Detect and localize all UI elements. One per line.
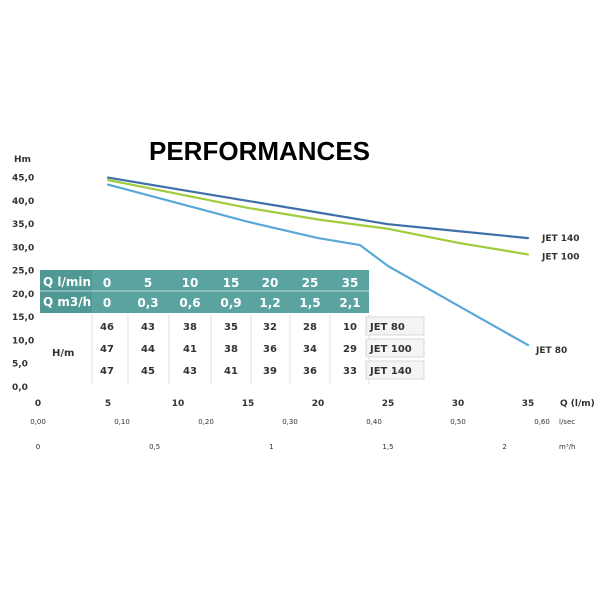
table-row-name-box <box>365 360 425 380</box>
x-tick-label: 20 <box>312 399 325 409</box>
lsec-tick-label: 0,00 <box>30 418 46 426</box>
table-q-m3h-cell: 0 <box>103 296 111 310</box>
y-tick-label: 15,0 <box>12 313 34 323</box>
table-q-lmin-cell: 20 <box>262 276 279 290</box>
y-tick-label: 0,0 <box>12 383 28 393</box>
lsec-tick-label: 0,30 <box>282 418 298 426</box>
x-tick-label: 25 <box>382 399 395 409</box>
table-header-label: Q m3/h <box>43 295 91 309</box>
table-cell: 33 <box>343 366 357 377</box>
x-tick-label: 10 <box>172 399 185 409</box>
m3h-unit-label: m³/h <box>559 443 575 451</box>
table-cell: 28 <box>303 322 317 333</box>
table-row-name: JET 100 <box>369 344 412 355</box>
series-line-jet-80 <box>106 183 530 347</box>
x-tick-label: 5 <box>105 399 111 409</box>
table-cell: 45 <box>141 366 155 377</box>
y-tick-label: 35,0 <box>12 220 34 230</box>
table-q-lmin-cell: 15 <box>223 276 240 290</box>
series-line-jet-140 <box>106 176 530 240</box>
y-tick-label: 20,0 <box>12 290 34 300</box>
lsec-unit-label: l/sec <box>559 418 575 426</box>
x-tick-label: 0 <box>35 399 41 409</box>
table-q-lmin-cell: 35 <box>342 276 359 290</box>
series-label: JET 100 <box>541 252 580 262</box>
table-cell: 38 <box>224 344 238 355</box>
table-cell: 29 <box>343 344 357 355</box>
table-row-name-box <box>365 316 425 336</box>
table-cell: 41 <box>183 344 197 355</box>
series-label: JET 80 <box>535 346 567 356</box>
table-q-m3h-cell: 2,1 <box>339 296 360 310</box>
x-tick-label: 30 <box>452 399 465 409</box>
y-tick-label: 30,0 <box>12 243 34 253</box>
table-q-lmin-cell: 0 <box>103 276 111 290</box>
table-q-m3h-cell: 1,2 <box>259 296 280 310</box>
table-q-m3h-cell: 1,5 <box>299 296 320 310</box>
table-cell: 44 <box>141 344 155 355</box>
table-cell: 34 <box>303 344 317 355</box>
table-cell: 36 <box>263 344 277 355</box>
table-q-m3h-cell: 0,6 <box>179 296 200 310</box>
m3h-tick-label: 1,5 <box>382 443 393 451</box>
m3h-tick-label: 2 <box>502 443 506 451</box>
m3h-tick-label: 1 <box>269 443 273 451</box>
series-lines <box>106 176 530 347</box>
table-cell: 10 <box>343 322 357 333</box>
y-tick-label: 40,0 <box>12 197 34 207</box>
y-axis-label: Hm <box>14 155 31 165</box>
chart-title: PERFORMANCES <box>149 136 370 166</box>
y-ticks: 0,0 5,0 10,0 15,0 20,0 25,0 30,0 35,0 40,0 45,0 <box>12 174 34 393</box>
series-line-jet-100 <box>106 178 530 256</box>
x-axis-label: Q (l/m) <box>560 399 595 409</box>
data-table: Q l/min Q m3/h 0 5 10 15 20 25 35 0 0,3 0,6 0,9 1,2 1,… <box>40 270 425 384</box>
table-row-axis-label: H/m <box>52 348 74 359</box>
table-cell: 35 <box>224 322 238 333</box>
lsec-tick-label: 0,60 <box>534 418 550 426</box>
table-cell: 41 <box>224 366 238 377</box>
table-cell: 36 <box>303 366 317 377</box>
table-q-lmin-cell: 25 <box>302 276 319 290</box>
table-q-lmin-cell: 10 <box>182 276 199 290</box>
lsec-tick-label: 0,40 <box>366 418 382 426</box>
series-labels: JET 140 JET 100 JET 80 <box>535 234 580 356</box>
table-cell: 46 <box>100 322 114 333</box>
table-row-name: JET 140 <box>369 366 412 377</box>
table-q-m3h-cell: 0,3 <box>137 296 158 310</box>
table-q-m3h-cell: 0,9 <box>220 296 241 310</box>
table-cell: 39 <box>263 366 277 377</box>
y-tick-label: 45,0 <box>12 174 34 184</box>
table-cell: 47 <box>100 366 114 377</box>
m3h-ticks: 0 0,5 1 1,5 2 <box>36 443 507 451</box>
m3h-tick-label: 0,5 <box>149 443 160 451</box>
table-header-label: Q l/min <box>43 275 91 289</box>
table-cell: 47 <box>100 344 114 355</box>
table-body-background <box>92 314 369 384</box>
m3h-tick-label: 0 <box>36 443 40 451</box>
x-tick-label: 35 <box>522 399 535 409</box>
y-tick-label: 10,0 <box>12 336 34 346</box>
series-label: JET 140 <box>541 234 580 244</box>
table-cell: 32 <box>263 322 277 333</box>
lsec-ticks: 0,00 0,10 0,20 0,30 0,40 0,50 0,60 <box>30 418 550 426</box>
table-row-name: JET 80 <box>369 322 405 333</box>
lsec-tick-label: 0,20 <box>198 418 214 426</box>
y-tick-label: 25,0 <box>12 267 34 277</box>
x-ticks: 0 5 10 15 20 25 30 35 <box>35 399 534 409</box>
table-row-name-box <box>365 338 425 358</box>
lsec-tick-label: 0,50 <box>450 418 466 426</box>
lsec-tick-label: 0,10 <box>114 418 130 426</box>
table-cell: 43 <box>183 366 197 377</box>
table-cell: 38 <box>183 322 197 333</box>
x-tick-label: 15 <box>242 399 255 409</box>
table-q-lmin-cell: 5 <box>144 276 152 290</box>
table-cell: 43 <box>141 322 155 333</box>
y-tick-label: 5,0 <box>12 360 28 370</box>
